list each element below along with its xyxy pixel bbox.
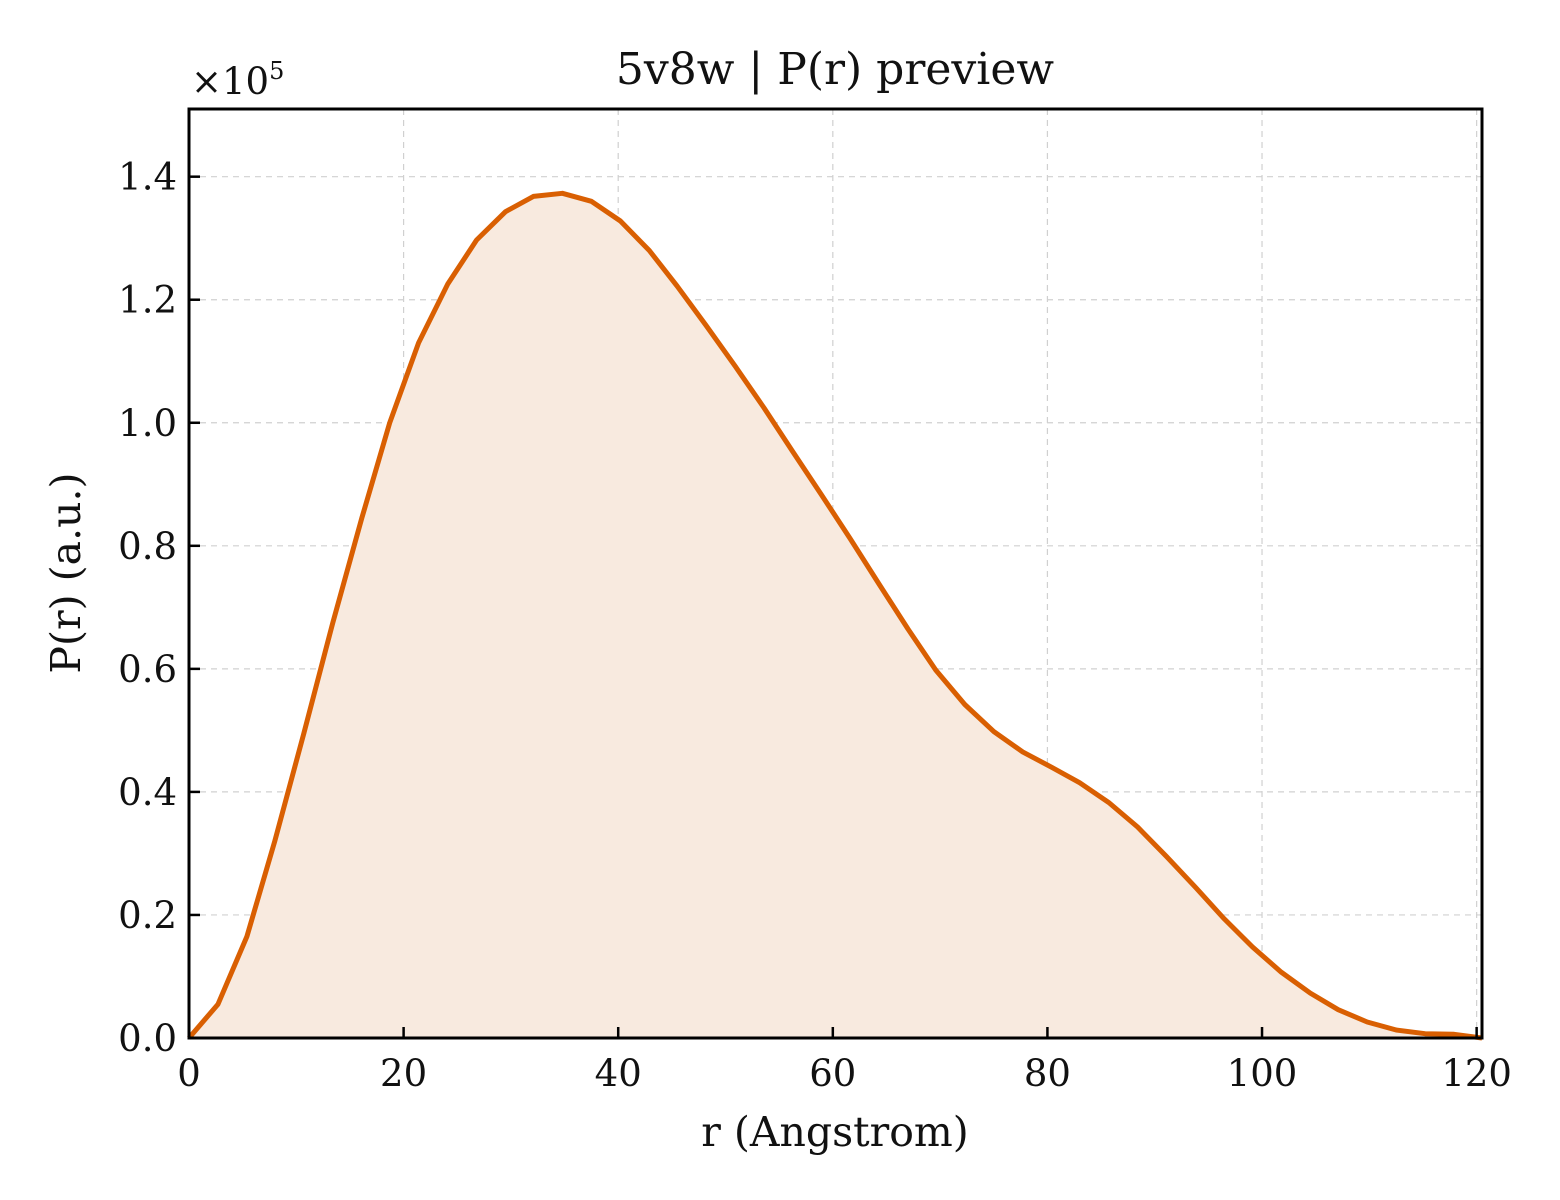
y-tick-label: 1.4 bbox=[118, 156, 177, 199]
y-tick-label: 0.2 bbox=[118, 894, 177, 937]
y-multiplier-exponent: 5 bbox=[269, 57, 284, 85]
chart-title: 5v8w | P(r) preview bbox=[616, 44, 1054, 95]
y-tick-label: 0.6 bbox=[118, 648, 177, 691]
x-axis: 0 20 40 60 80 100 120 bbox=[177, 1027, 1512, 1095]
y-axis: 0.0 0.2 0.4 0.6 0.8 1.0 1.2 1.4 bbox=[118, 156, 200, 1060]
x-tick-label: 120 bbox=[1441, 1052, 1512, 1095]
plot-frame bbox=[187, 107, 1484, 1040]
y-tick-label: 0.4 bbox=[118, 771, 177, 814]
x-tick-label: 80 bbox=[1024, 1052, 1071, 1095]
x-tick-label: 0 bbox=[177, 1052, 201, 1095]
y-multiplier: ×105 bbox=[191, 57, 284, 103]
y-tick-label: 0.8 bbox=[118, 525, 177, 568]
y-tick-label: 1.2 bbox=[118, 279, 177, 322]
x-tick-label: 20 bbox=[380, 1052, 427, 1095]
pr-series-line bbox=[187, 190, 1483, 1041]
y-axis-title: P(r) (a.u.) bbox=[42, 472, 90, 673]
x-tick-label: 100 bbox=[1227, 1052, 1298, 1095]
x-tick-label: 40 bbox=[595, 1052, 642, 1095]
x-axis-title: r (Angstrom) bbox=[701, 1108, 969, 1156]
x-tick-label: 60 bbox=[809, 1052, 856, 1095]
y-tick-label: 1.0 bbox=[118, 402, 177, 445]
pr-area-fill bbox=[189, 193, 1482, 1039]
y-multiplier-base: ×10 bbox=[191, 60, 269, 103]
y-tick-label: 0.0 bbox=[118, 1017, 177, 1060]
